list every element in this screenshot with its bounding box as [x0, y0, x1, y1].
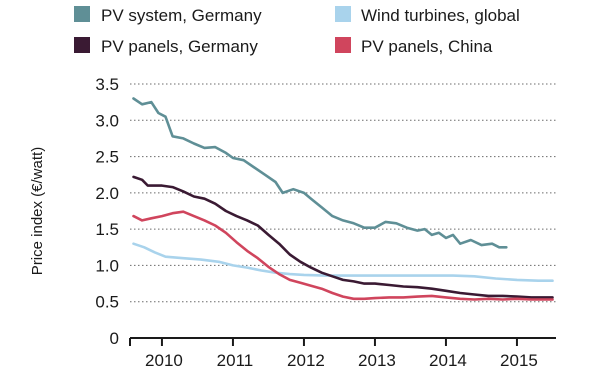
y-tick-label: 2.5 — [95, 148, 119, 167]
x-tick-labels: 2010 2011 2012 2013 2014 2015 — [145, 351, 538, 370]
legend-label-pv-panels-china: PV panels, China — [361, 37, 493, 56]
y-tick-label: 0.5 — [95, 293, 119, 312]
series-line-pv-panels-germany — [132, 175, 554, 299]
series-lines — [132, 97, 554, 301]
legend-item-pv-panels-germany: PV panels, Germany — [74, 37, 258, 56]
legend-item-pv-system-germany: PV system, Germany — [74, 6, 262, 25]
y-tick-label: 0 — [110, 329, 119, 348]
series-line-wind-turbines-global — [132, 242, 554, 282]
gridlines — [130, 83, 556, 303]
y-tick-label: 3.0 — [95, 111, 119, 130]
axes — [129, 337, 556, 346]
y-tick-label: 1.0 — [95, 256, 119, 275]
legend-label-wind-turbines-global: Wind turbines, global — [361, 6, 520, 25]
legend: PV system, Germany Wind turbines, global… — [74, 6, 520, 56]
legend-item-pv-panels-china: PV panels, China — [335, 37, 493, 56]
series-line-pv-system-germany — [132, 97, 508, 249]
legend-swatch-pv-system-germany — [74, 6, 90, 22]
y-tick-label: 3.5 — [95, 75, 119, 94]
x-tick-label: 2011 — [217, 351, 254, 370]
y-tick-labels: 0 0.5 1.0 1.5 2.0 2.5 3.0 3.5 — [95, 75, 119, 348]
x-tick-label: 2010 — [145, 351, 183, 370]
y-tick-label: 1.5 — [95, 220, 119, 239]
series-line-pv-panels-china — [132, 210, 554, 301]
y-tick-label: 2.0 — [95, 184, 119, 203]
x-tick-label: 2014 — [429, 351, 467, 370]
x-tick-label: 2015 — [500, 351, 538, 370]
legend-swatch-pv-panels-china — [335, 37, 351, 53]
legend-swatch-pv-panels-germany — [74, 37, 90, 53]
y-axis-label: Price index (€/watt) — [29, 147, 46, 275]
x-tick-label: 2012 — [287, 351, 325, 370]
legend-swatch-wind-turbines-global — [335, 6, 351, 22]
legend-label-pv-system-germany: PV system, Germany — [101, 6, 262, 25]
x-tick-label: 2013 — [358, 351, 396, 370]
legend-label-pv-panels-germany: PV panels, Germany — [101, 37, 258, 56]
legend-item-wind-turbines-global: Wind turbines, global — [335, 6, 520, 25]
